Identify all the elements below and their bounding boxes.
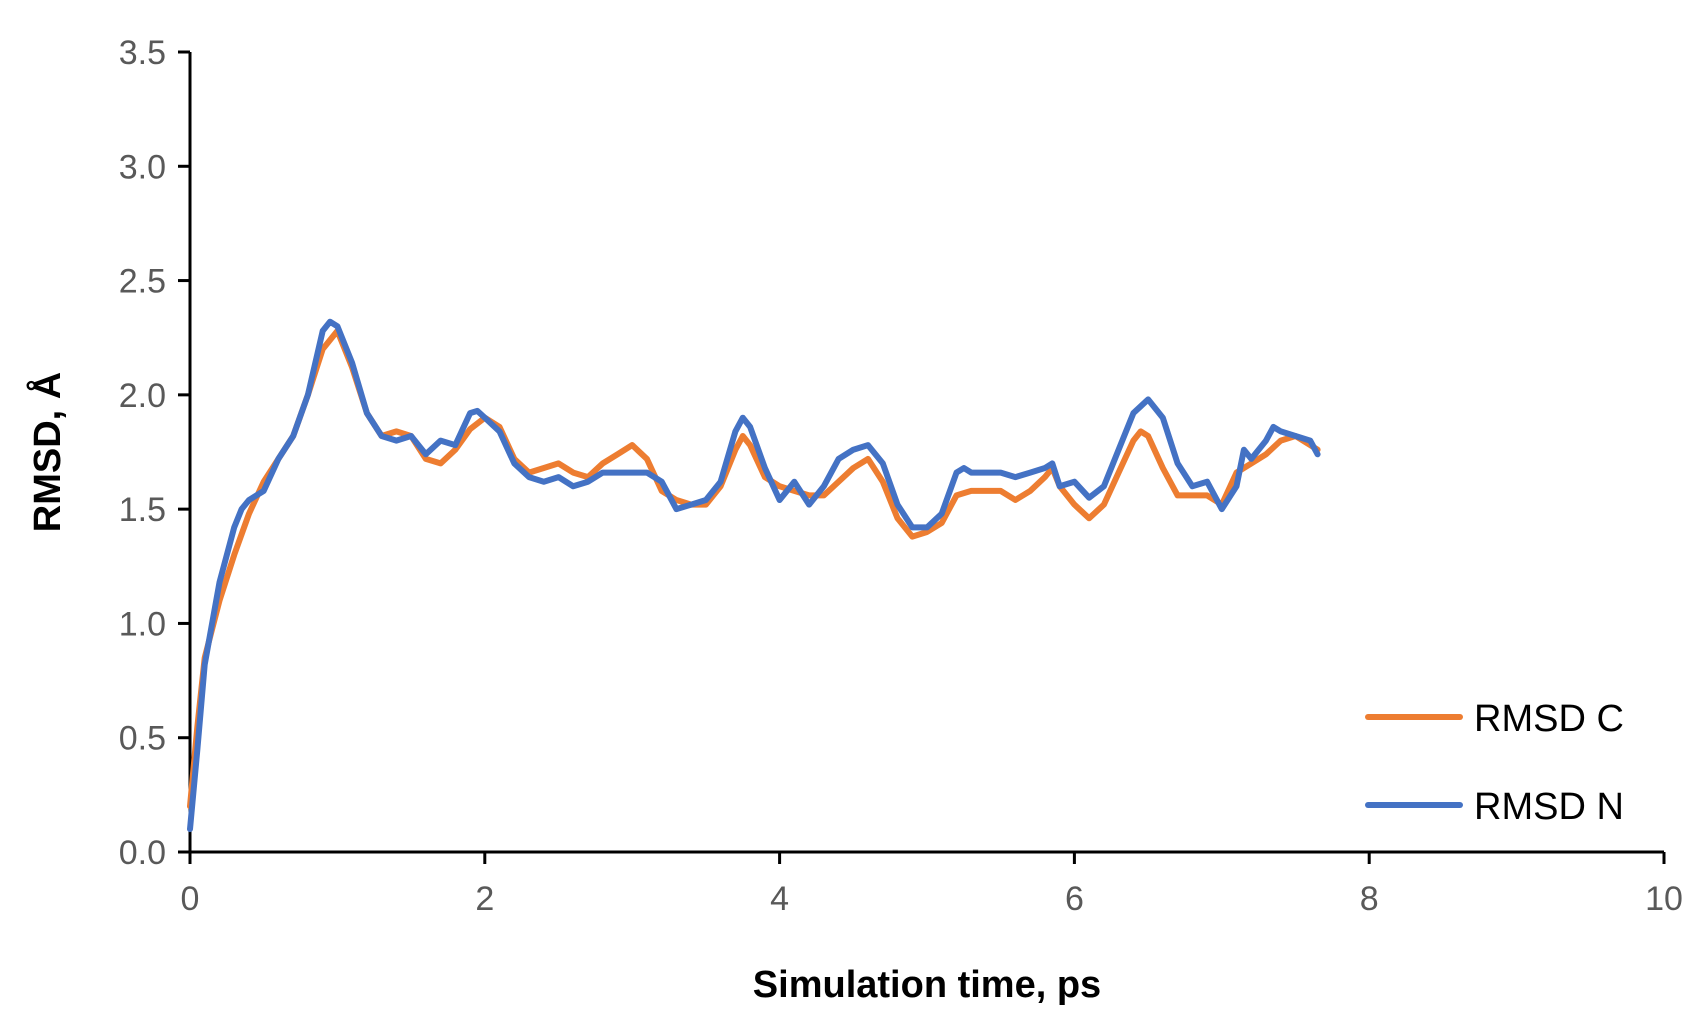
y-tick-label: 2.0 — [119, 377, 166, 415]
y-tick-label: 0.5 — [119, 720, 166, 758]
y-tick-label: 1.5 — [119, 491, 166, 529]
x-tick-label: 2 — [475, 880, 494, 918]
x-tick-label: 10 — [1645, 880, 1683, 918]
x-tick-label: 0 — [181, 880, 200, 918]
x-axis-title: Simulation time, ps — [753, 964, 1101, 1006]
series-lines — [187, 318, 1321, 833]
legend-label-rmsd-n: RMSD N — [1474, 786, 1624, 828]
legend-label-rmsd-c: RMSD C — [1474, 698, 1624, 740]
y-tick-label: 0.0 — [119, 834, 166, 872]
x-tick-label: 4 — [770, 880, 789, 918]
x-tick-label: 8 — [1360, 880, 1379, 918]
x-tick-label: 6 — [1065, 880, 1084, 918]
legend: RMSD C RMSD N — [1365, 698, 1624, 828]
axes — [188, 52, 1664, 854]
y-tick-label: 3.0 — [119, 148, 166, 186]
x-ticks: 0 2 4 6 8 10 — [181, 852, 1683, 918]
y-tick-label: 1.0 — [119, 605, 166, 643]
y-tick-label: 2.5 — [119, 263, 166, 301]
series-line-rmsd-n — [187, 318, 1321, 833]
y-axis-title: RMSD, Å — [25, 372, 69, 532]
y-tick-label: 3.5 — [119, 34, 166, 72]
y-ticks: 0.0 0.5 1.0 1.5 2.0 2.5 3.0 3.5 — [119, 34, 190, 872]
